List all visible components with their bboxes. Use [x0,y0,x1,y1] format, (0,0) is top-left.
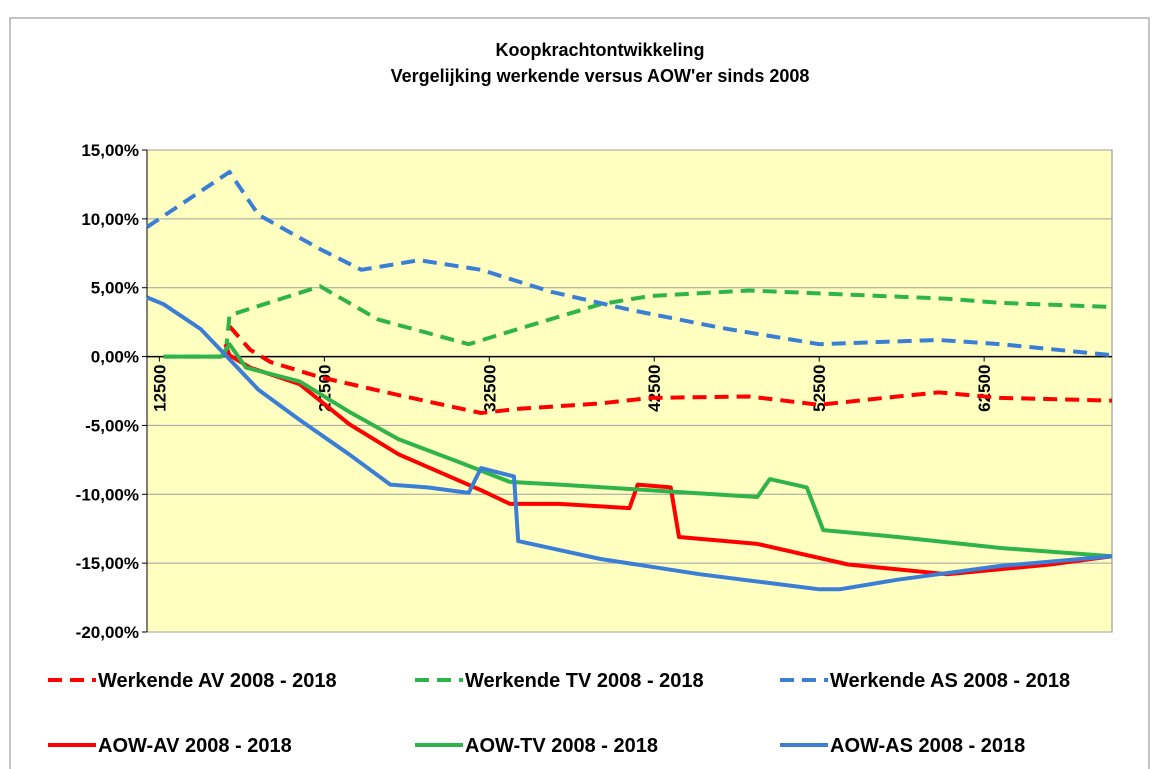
y-tick-label: -15,00% [76,554,139,573]
series-line [163,342,1113,559]
y-tick-label: -10,00% [76,485,139,504]
legend-label: Werkende AV 2008 - 2018 [98,670,337,692]
y-tick-label: -5,00% [85,416,139,435]
x-tick-label: 52500 [810,365,829,412]
chart-title: Koopkrachtontwikkeling [495,40,704,60]
legend-label: AOW-AV 2008 - 2018 [98,735,292,757]
legend-label: Werkende TV 2008 - 2018 [465,670,704,692]
series-line [163,284,1113,359]
x-tick-label: 12500 [150,365,169,412]
series-line [223,343,1113,577]
legend-label: Werkende AS 2008 - 2018 [830,670,1070,692]
legend-label: AOW-TV 2008 - 2018 [465,735,658,757]
y-tick-label: -20,00% [76,623,139,642]
y-tick-label: 5,00% [91,279,139,298]
series-line [146,295,1113,592]
y-tick-label: 10,00% [81,210,139,229]
y-tick-label: 15,00% [81,141,139,160]
y-tick-label: 0,00% [91,348,139,367]
series-line [145,170,1113,358]
series-line [227,324,1113,415]
chart-subtitle: Vergelijking werkende versus AOW'er sind… [391,66,810,86]
x-tick-label: 32500 [480,365,499,412]
x-tick-label: 62500 [975,365,994,412]
x-tick-label: 42500 [645,365,664,412]
legend-label: AOW-AS 2008 - 2018 [830,735,1025,757]
plot-area [146,149,1113,633]
